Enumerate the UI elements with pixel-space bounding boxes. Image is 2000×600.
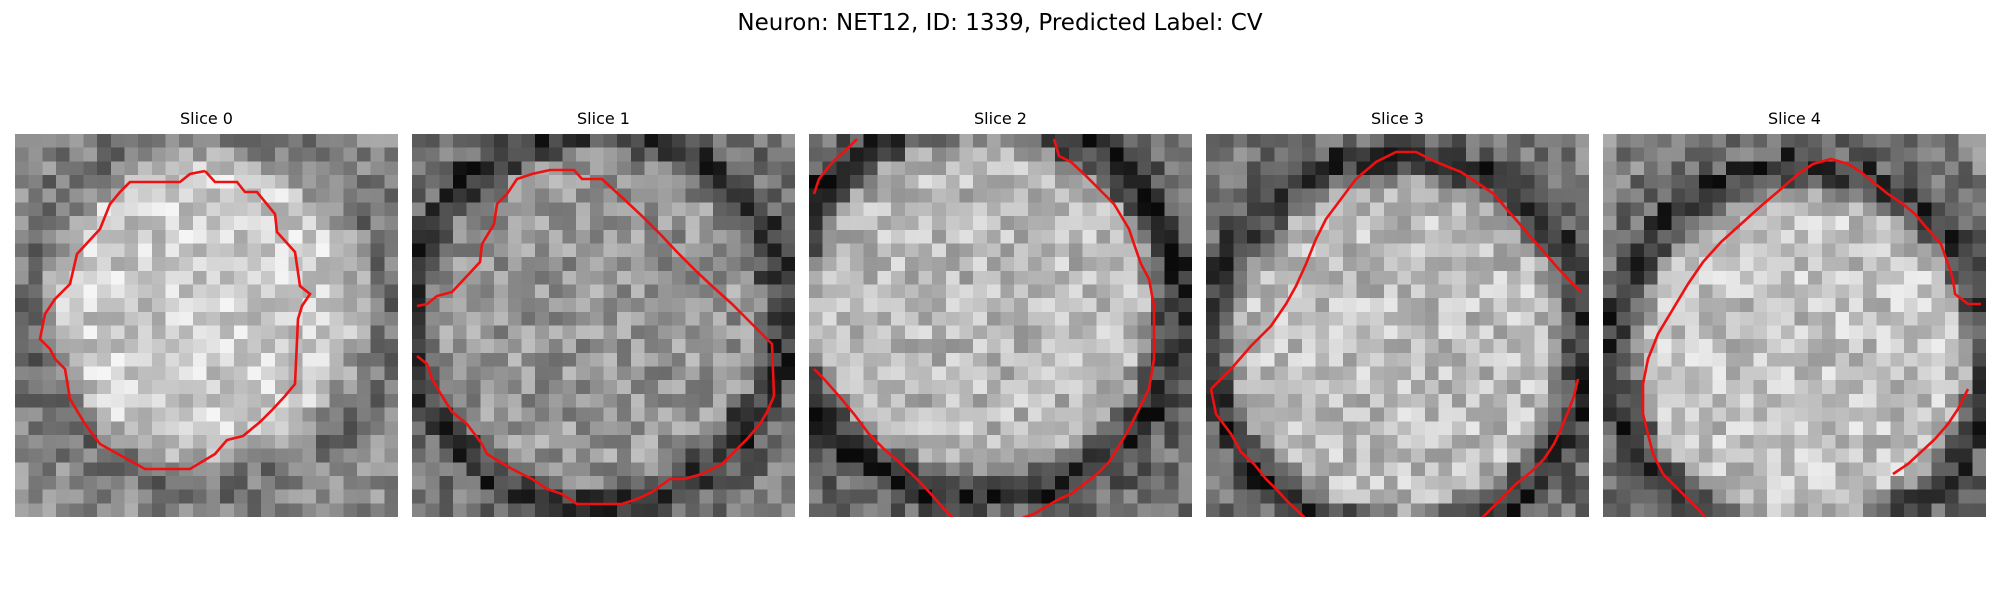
slice-3-heatmap: [1206, 134, 1589, 517]
slice-title-3: Slice 3: [1371, 109, 1424, 128]
figure-title: Neuron: NET12, ID: 1339, Predicted Label…: [737, 10, 1263, 36]
segmentation-contour: [1662, 473, 1707, 517]
segmentation-contour: [1481, 378, 1580, 517]
contour-overlay: [812, 138, 1156, 517]
segmentation-contour: [1892, 388, 1970, 476]
segmentation-contour: [416, 168, 776, 506]
slice-image-1: [412, 134, 795, 517]
pixel-grid: [15, 134, 398, 517]
slice-0-heatmap: [15, 134, 398, 517]
segmentation-contour: [812, 138, 858, 195]
slice-2-heatmap: [809, 134, 1192, 517]
slice-image-0: [15, 134, 398, 517]
slice-1-heatmap: [412, 134, 795, 517]
slice-panel-3: Slice 3: [1206, 108, 1589, 522]
slice-title-1: Slice 1: [577, 109, 630, 128]
contour-overlay: [1209, 150, 1582, 517]
pixel-grid: [809, 134, 1192, 517]
pixel-grid: [1206, 134, 1589, 517]
slice-panel-2: Slice 2: [809, 108, 1192, 522]
slice-panel-4: Slice 4: [1603, 108, 1986, 522]
slice-panel-0: Slice 0: [15, 108, 398, 522]
contour-overlay: [1641, 157, 1981, 517]
segmentation-contour: [813, 368, 954, 517]
segmentation-contour: [1641, 157, 1981, 475]
slice-title-0: Slice 0: [180, 109, 233, 128]
pixel-grid: [412, 134, 795, 517]
slice-image-2: [809, 134, 1192, 517]
contour-overlay: [416, 168, 776, 506]
slice-title-2: Slice 2: [974, 109, 1027, 128]
slice-panel-1: Slice 1: [412, 108, 795, 522]
segmentation-contour: [1209, 388, 1306, 517]
contour-overlay: [38, 169, 312, 471]
slice-4-heatmap: [1603, 134, 1986, 517]
slice-image-3: [1206, 134, 1589, 517]
slice-image-4: [1603, 134, 1986, 517]
slice-title-4: Slice 4: [1768, 109, 1821, 128]
segmentation-contour: [1210, 150, 1582, 390]
pixel-grid: [1603, 134, 1986, 517]
segmentation-contour: [1020, 138, 1156, 517]
segmentation-contour: [38, 169, 312, 471]
